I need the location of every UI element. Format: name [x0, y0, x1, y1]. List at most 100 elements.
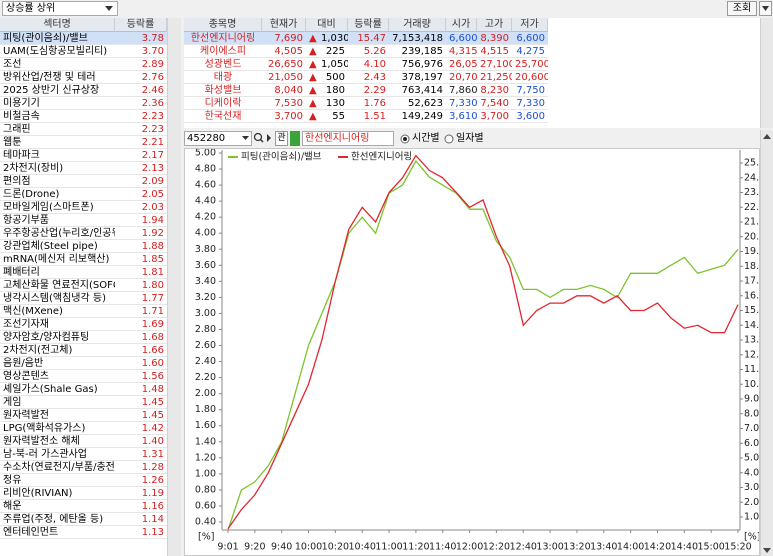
sector-rate: 1.16 — [115, 500, 167, 513]
menu-button[interactable] — [759, 1, 772, 16]
y-tick-label: 2.00 — [195, 388, 216, 399]
sector-scrollbar[interactable] — [167, 18, 181, 556]
sector-name: 맥신(MXene) — [0, 305, 115, 318]
x-tick-label: 10:40 — [349, 542, 376, 553]
sector-rate: 2.23 — [115, 110, 167, 123]
sector-rate: 1.94 — [115, 214, 167, 227]
sector-rate: 1.69 — [115, 318, 167, 331]
y2-tick-label: 10.00 — [744, 379, 760, 390]
sector-name: LPG(액화석유가스) — [0, 422, 115, 435]
sector-name: 강관업체(Steel pipe) — [0, 240, 115, 253]
stock-price: 7,530 — [262, 97, 306, 110]
query-button[interactable]: 조회 — [727, 1, 757, 16]
x-tick-label: 11:40 — [429, 542, 456, 553]
y2-tick-label: 2.00 — [744, 497, 760, 508]
x-tick-label: 9:01 — [217, 542, 238, 553]
filter-text: 상승률 상위 — [6, 3, 56, 14]
y2-unit-label: [%] — [744, 532, 760, 543]
radio-option[interactable]: 시간별 — [400, 131, 442, 146]
stock-change: 225 — [318, 45, 348, 58]
stock-low: 6,600 — [512, 32, 548, 45]
stock-volume: 763,414 — [389, 84, 446, 97]
code-input[interactable]: 452280 — [184, 131, 252, 146]
stock-table: 종목명 현재가 대비 등락률 거래량 시가 고가 저가 한선엔지니어링 7,690 ▲ 1,030 15… — [184, 18, 760, 128]
x-tick-label: 13:20 — [563, 542, 590, 553]
y-tick-label: 3.80 — [195, 244, 216, 255]
y2-tick-label: 21.00 — [744, 217, 760, 228]
y-tick-label: 3.60 — [195, 260, 216, 271]
stock-rate: 5.26 — [348, 45, 389, 58]
stock-header: 대비 — [306, 18, 348, 32]
sector-table: 섹터명 등락률 피팅(관이음쇠)/밸브 3.78 UAM(도심항공모빌리티) 3.70… — [0, 18, 167, 556]
y2-tick-label: 20.00 — [744, 231, 760, 242]
chart-scrollbar[interactable] — [760, 130, 773, 556]
stock-low: 20,600 — [512, 71, 548, 84]
radio-label: 일자별 — [456, 133, 484, 144]
x-tick-label: 12:40 — [510, 542, 537, 553]
stock-change: 1,030 — [318, 32, 348, 45]
sector-rate: 1.77 — [115, 292, 167, 305]
search-icons[interactable] — [253, 131, 275, 146]
stock-rate: 2.43 — [348, 71, 389, 84]
sector-name: 조선 — [0, 58, 115, 71]
sector-name: 게임 — [0, 396, 115, 409]
sector-name: 정유 — [0, 474, 115, 487]
x-tick-label: 11:00 — [375, 542, 402, 553]
y2-tick-label: 5.00 — [744, 453, 760, 464]
stock-price: 3,700 — [262, 110, 306, 123]
y2-tick-label: 18.00 — [744, 261, 760, 272]
chart-panel: 0.40 0.60 0.80 1.00 1.20 1.40 1.60 1.80 2.00 2.20… — [184, 148, 760, 556]
y2-tick-label: 13.00 — [744, 335, 760, 346]
stock-name: 디케이락 — [184, 97, 262, 110]
sector-name: mRNA(메신저 리보핵산) — [0, 253, 115, 266]
filter-dropdown[interactable]: 상승률 상위 — [2, 1, 118, 16]
stock-volume: 149,249 — [389, 110, 446, 123]
radio-option[interactable]: 일자별 — [444, 131, 486, 146]
rate-header: 등락률 — [115, 18, 167, 32]
y-tick-label: 0.60 — [195, 500, 216, 511]
y2-tick-label: 15.00 — [744, 305, 760, 316]
sector-name: 해운 — [0, 500, 115, 513]
sector-rate: 2.36 — [115, 97, 167, 110]
stock-low: 3,600 — [512, 110, 548, 123]
y-tick-label: 2.60 — [195, 340, 216, 351]
x-tick-label: 15:20 — [724, 542, 751, 553]
chart: 0.40 0.60 0.80 1.00 1.20 1.40 1.60 1.80 2.00 2.20… — [195, 149, 760, 553]
y-tick-label: 4.60 — [195, 180, 216, 191]
y2-tick-label: 19.00 — [744, 246, 760, 257]
stock-price: 7,690 — [262, 32, 306, 45]
stock-volume: 7,153,418 — [389, 32, 446, 45]
stock-open: 7,330 — [446, 97, 477, 110]
stock-open: 26,050 — [446, 58, 477, 71]
sector-rate: 1.60 — [115, 357, 167, 370]
sector-rate: 1.45 — [115, 396, 167, 409]
link-button[interactable]: 관 — [275, 131, 288, 146]
sector-name: 모바일게임(스마트폰) — [0, 201, 115, 214]
series-line — [227, 159, 739, 531]
y-tick-label: 1.60 — [195, 420, 216, 431]
stock-direction: ▲ — [306, 71, 318, 84]
stock-change: 500 — [318, 71, 348, 84]
y-tick-label: 2.80 — [195, 324, 216, 335]
stock-price: 26,650 — [262, 58, 306, 71]
sector-rate: 1.40 — [115, 435, 167, 448]
y2-tick-label: 16.00 — [744, 290, 760, 301]
x-tick-label: 14:00 — [617, 542, 644, 553]
sector-rate: 2.76 — [115, 71, 167, 84]
y-tick-label: 3.00 — [195, 308, 216, 319]
legend-label: 한선엔지니어링 — [351, 151, 412, 163]
sector-name: 방위산업/전쟁 및 테러 — [0, 71, 115, 84]
series-line — [227, 154, 739, 530]
sector-rate: 1.80 — [115, 279, 167, 292]
sector-name: 2차전지(장비) — [0, 162, 115, 175]
stock-volume: 378,197 — [389, 71, 446, 84]
dropdown-arrow — [105, 6, 113, 11]
sector-rate: 1.42 — [115, 422, 167, 435]
sector-rate: 1.66 — [115, 344, 167, 357]
x-tick-label: 12:00 — [456, 542, 483, 553]
code-text: 452280 — [187, 133, 226, 144]
stock-scrollbar[interactable] — [760, 18, 773, 128]
sector-name: 편의점 — [0, 175, 115, 188]
sector-rate: 1.56 — [115, 370, 167, 383]
